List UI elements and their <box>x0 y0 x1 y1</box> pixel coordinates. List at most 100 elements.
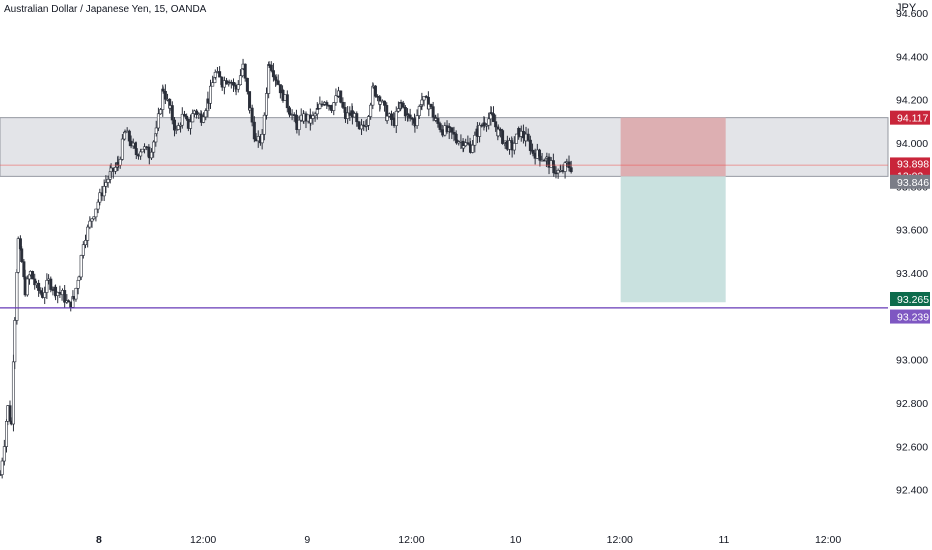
candle-body <box>202 116 206 123</box>
candle-body <box>139 151 143 157</box>
y-axis-tick: 92.600 <box>896 441 928 453</box>
candle-body <box>74 287 78 300</box>
candle-body <box>538 155 542 161</box>
candle-body <box>49 278 53 290</box>
candle-body <box>422 96 426 101</box>
candle-body <box>355 113 359 123</box>
candle-body <box>563 162 567 172</box>
tag-zone-top: 94.117 <box>897 113 928 125</box>
candle-body <box>373 85 377 97</box>
candle-body <box>86 226 90 241</box>
candle-body <box>189 121 193 129</box>
candle-body <box>313 113 317 117</box>
candle-body <box>149 151 153 159</box>
candle-body <box>554 172 558 175</box>
candle-body <box>33 278 37 286</box>
candle-body <box>383 100 387 106</box>
candle-body <box>567 161 571 168</box>
candle-body <box>487 118 491 126</box>
candle-body <box>521 130 525 139</box>
candle-body <box>394 110 398 126</box>
candle-body <box>526 133 530 141</box>
candle-body <box>496 128 500 137</box>
candle-body <box>462 145 466 149</box>
candle-body <box>218 71 222 78</box>
y-axis-tick: 94.200 <box>896 95 928 107</box>
candle-body <box>339 90 343 103</box>
candle-body <box>159 109 163 115</box>
candle-body <box>56 292 60 296</box>
candle-body <box>271 70 275 78</box>
candle-body <box>118 159 122 166</box>
candle-body <box>269 64 273 71</box>
candle-body <box>429 104 433 107</box>
currency-label: JPY <box>896 2 917 14</box>
candle-body <box>448 126 452 129</box>
candle-body <box>399 102 403 104</box>
y-axis-tick: 94.600 <box>896 8 928 20</box>
y-axis-tick: 93.400 <box>896 268 928 280</box>
candle-body <box>274 79 278 82</box>
candle-body <box>172 119 176 131</box>
candle-body <box>211 82 215 87</box>
candle-body <box>501 130 505 144</box>
y-axis-tick: 93.000 <box>896 355 928 367</box>
tag-support-bg <box>890 309 930 324</box>
candle-body <box>180 113 184 126</box>
candle-body <box>431 106 435 118</box>
candle-body <box>424 96 428 98</box>
candle-body <box>512 143 516 151</box>
candle-body <box>318 103 322 109</box>
candle-body <box>11 361 15 425</box>
y-axis-tick: 92.800 <box>896 398 928 410</box>
candle-body <box>278 84 282 94</box>
candle-body <box>417 106 421 116</box>
candle-body <box>208 85 212 104</box>
candle-body <box>485 124 489 127</box>
candle-body <box>81 244 85 256</box>
candle-body <box>204 110 208 118</box>
tag-zone-bottom-bg <box>890 174 930 189</box>
y-axis-tick: 93.600 <box>896 225 928 237</box>
stop-loss-zone <box>620 117 726 177</box>
candle-body <box>140 148 144 153</box>
candle-body <box>191 113 195 123</box>
candle-body <box>92 216 96 220</box>
candle-body <box>84 240 88 246</box>
candle-body <box>43 292 47 298</box>
candle-body <box>213 71 217 78</box>
candle-body <box>489 112 493 114</box>
candle-body <box>161 88 165 92</box>
candle-body <box>420 99 424 105</box>
y-axis-tick: 94.000 <box>896 138 928 150</box>
x-axis-tick: 11 <box>718 534 729 546</box>
candle-body <box>438 123 442 130</box>
candle-body <box>45 280 49 293</box>
candle-body <box>267 64 271 94</box>
candle-body <box>491 113 495 122</box>
candle-body <box>552 164 556 174</box>
candle-body <box>152 141 156 153</box>
candle-body <box>346 112 350 119</box>
candle-body <box>415 115 419 126</box>
candle-body <box>127 130 131 142</box>
candle-body <box>325 102 329 106</box>
tag-zone-bottom: 93.846 <box>897 177 929 189</box>
candle-body <box>15 272 19 321</box>
candle-body <box>494 121 498 128</box>
candle-body <box>54 286 58 296</box>
candle-body <box>514 133 518 144</box>
candle-body <box>174 129 178 131</box>
candle-body <box>408 114 412 119</box>
candle-body <box>179 124 183 127</box>
candle-body <box>13 320 17 363</box>
candle-body <box>25 278 29 296</box>
candle-body <box>537 149 541 157</box>
candle-body <box>473 134 477 146</box>
chart-title: Australian Dollar / Japanese Yen, 15, OA… <box>4 4 207 15</box>
candle-body <box>436 118 440 124</box>
candle-body <box>332 102 336 111</box>
candle-body <box>104 182 108 187</box>
candle-body <box>478 124 482 137</box>
